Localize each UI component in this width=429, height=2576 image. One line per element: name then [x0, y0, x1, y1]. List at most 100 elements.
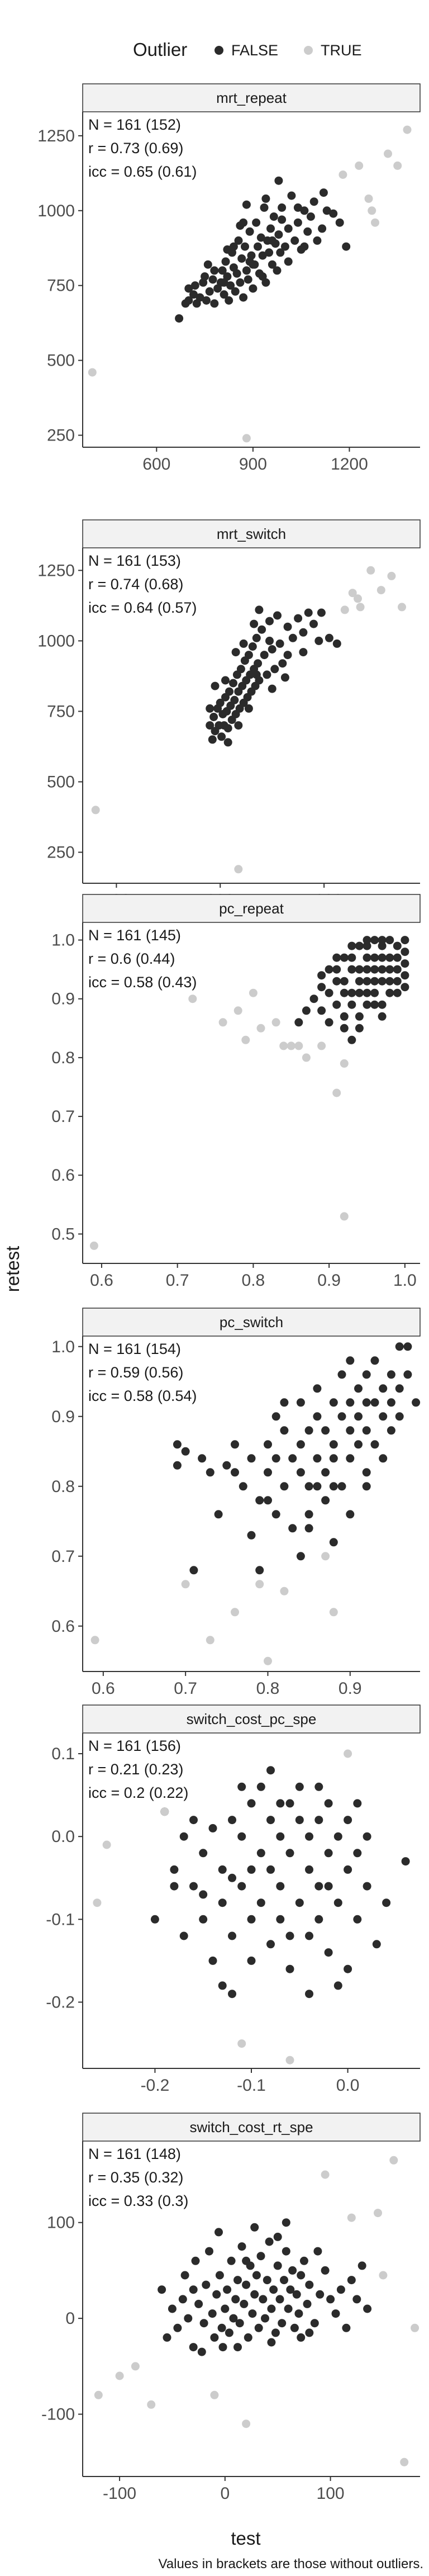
- data-point: [412, 1398, 421, 1407]
- outlier-point: [242, 2419, 251, 2428]
- data-point: [285, 1931, 294, 1940]
- data-point: [295, 1898, 304, 1907]
- outlier-point: [256, 1024, 265, 1033]
- data-point: [173, 1461, 182, 1470]
- outlier-point: [389, 2156, 398, 2165]
- data-point: [258, 272, 267, 281]
- data-point: [265, 2237, 274, 2246]
- y-tick-label: 0.9: [51, 1408, 75, 1426]
- data-point: [337, 1482, 346, 1491]
- outlier-point: [398, 603, 406, 612]
- data-point: [354, 1440, 363, 1449]
- data-point: [242, 2256, 251, 2265]
- y-tick-label: 1000: [37, 202, 75, 220]
- y-tick-label: 750: [47, 277, 75, 295]
- data-point: [314, 636, 323, 645]
- data-point: [296, 1468, 305, 1477]
- data-point: [362, 1426, 371, 1435]
- data-point: [372, 1940, 381, 1949]
- data-point: [265, 617, 274, 626]
- footnote-caption: Values in brackets are those without out…: [159, 2556, 423, 2572]
- data-point: [260, 651, 269, 660]
- data-point: [168, 2304, 177, 2313]
- data-point: [199, 1915, 208, 1924]
- data-point: [218, 2343, 227, 2352]
- outlier-point: [210, 2390, 219, 2399]
- data-point: [252, 633, 261, 642]
- x-tick-label: 0: [220, 2484, 230, 2503]
- outlier-point: [279, 1041, 288, 1050]
- data-point: [256, 1782, 265, 1791]
- data-point: [273, 2261, 282, 2270]
- outlier-point: [102, 1840, 111, 1849]
- data-point: [378, 965, 387, 974]
- data-point: [352, 2295, 361, 2304]
- data-point: [363, 1882, 371, 1891]
- data-point: [244, 275, 252, 284]
- facet-title: pc_switch: [220, 1314, 283, 1330]
- y-tick-label: 0.9: [51, 990, 75, 1008]
- data-point: [354, 1412, 363, 1421]
- data-point: [239, 639, 248, 648]
- data-point: [189, 2285, 198, 2294]
- data-point: [385, 988, 394, 997]
- data-point: [256, 233, 265, 242]
- data-point: [247, 1799, 256, 1808]
- outlier-point: [332, 1088, 341, 1097]
- outlier-point: [242, 434, 251, 443]
- data-point: [333, 1981, 342, 1990]
- data-point: [401, 948, 409, 956]
- data-point: [363, 941, 371, 950]
- x-tick-label: 0.7: [166, 1271, 189, 1290]
- data-point: [379, 1454, 388, 1463]
- outlier-point: [93, 1898, 102, 1907]
- data-point: [285, 1849, 294, 1858]
- data-point: [280, 1398, 289, 1407]
- facet-title: switch_cost_rt_spe: [189, 2119, 313, 2135]
- outlier-point: [339, 171, 347, 179]
- data-point: [362, 1398, 371, 1407]
- y-tick-label: 1.0: [51, 1338, 75, 1356]
- outlier-point: [285, 2056, 294, 2064]
- data-point: [395, 1412, 404, 1421]
- outlier-point: [255, 1580, 264, 1589]
- data-point: [305, 1832, 313, 1841]
- data-point: [220, 278, 228, 287]
- data-point: [221, 676, 230, 685]
- data-point: [239, 218, 248, 227]
- data-point: [241, 242, 249, 251]
- outlier-point: [317, 1041, 326, 1050]
- data-point: [353, 1915, 362, 1924]
- data-point: [378, 1012, 387, 1021]
- data-point: [276, 248, 285, 257]
- data-point: [387, 1426, 395, 1435]
- data-point: [379, 1412, 388, 1421]
- data-point: [228, 1990, 236, 1999]
- data-point: [237, 1882, 246, 1891]
- data-point: [284, 257, 293, 266]
- outlier-point: [237, 2039, 246, 2048]
- data-point: [329, 1398, 338, 1407]
- outlier-point: [393, 161, 402, 170]
- y-tick-label: 500: [47, 352, 75, 370]
- data-point: [321, 1426, 330, 1435]
- data-point: [180, 2271, 189, 2280]
- data-point: [208, 1824, 217, 1832]
- data-point: [206, 1468, 214, 1477]
- data-point: [221, 2304, 230, 2313]
- data-point: [305, 1931, 313, 1940]
- data-point: [236, 665, 245, 674]
- data-point: [296, 1440, 305, 1449]
- outlier-point: [264, 1656, 272, 1665]
- data-point: [206, 704, 214, 713]
- data-point: [401, 983, 409, 992]
- data-point: [363, 1000, 371, 1009]
- data-point: [337, 1412, 346, 1421]
- data-point: [275, 639, 284, 648]
- data-point: [184, 296, 193, 305]
- data-point: [355, 965, 364, 974]
- data-point: [208, 275, 217, 284]
- data-point: [247, 1915, 256, 1924]
- data-point: [293, 218, 302, 227]
- data-point: [340, 953, 349, 962]
